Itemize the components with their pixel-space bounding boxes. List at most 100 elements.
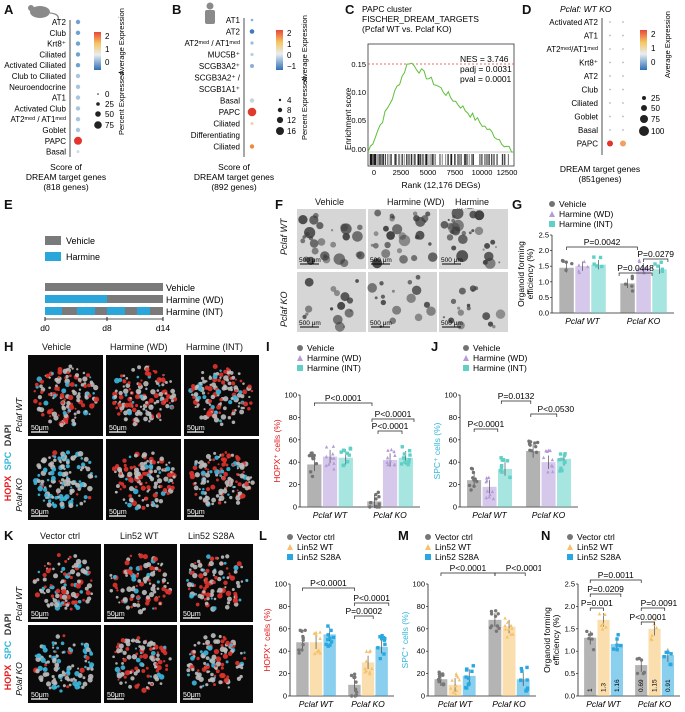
- m-group-label: Pclaf KO: [492, 699, 526, 709]
- m-ytick: 40: [417, 647, 425, 656]
- c-padj: padj = 0.0031: [460, 64, 512, 74]
- i-legend-2: Harmine (INT): [307, 363, 361, 373]
- d-dot: [609, 129, 611, 131]
- m-group-label: Pclaf WT: [438, 699, 473, 709]
- m-pvalue: P<0.0001: [506, 563, 541, 573]
- a-dot: [75, 41, 81, 46]
- d-row-label: AT2: [584, 72, 599, 81]
- b-row-label: Differentiating: [191, 131, 240, 140]
- d-row-label: Krt8⁺: [579, 59, 598, 68]
- svg-text:HOPX SPC DAPI: HOPX SPC DAPI: [3, 425, 13, 502]
- g-ytick: 2.5: [539, 231, 549, 240]
- m-ytick: 100: [412, 580, 425, 589]
- d-color-scale: [640, 30, 647, 70]
- h-scale-bar: 50μm: [31, 425, 49, 432]
- h-row-wt: Pclaf WT: [14, 397, 24, 432]
- j-bar: [526, 451, 541, 507]
- h-scale-bar: 50μm: [187, 509, 205, 516]
- a-row-label: Neuroendocrine: [9, 83, 66, 92]
- a-expr-tick-1: 1: [105, 45, 110, 54]
- c-xtick-10000: 10000: [472, 168, 493, 177]
- n-ytick: 0.5: [565, 669, 575, 678]
- k-col-vector: Vector ctrl: [40, 531, 81, 541]
- g-bar: [575, 266, 590, 313]
- b-pct-12: 12: [287, 116, 296, 125]
- g-ytick: 1.0: [539, 277, 549, 286]
- e-row-vehicle: Vehicle: [166, 283, 195, 293]
- a-dot: [75, 84, 81, 90]
- e-legend-harmine-swatch: [45, 252, 61, 261]
- d-dot: [622, 48, 624, 50]
- h-col-int: Harmine (INT): [186, 342, 244, 352]
- a-dot: [75, 73, 81, 79]
- n-bar-label: 1.3: [601, 683, 608, 692]
- l-legend-1: Lin52 WT: [297, 542, 333, 552]
- a-pct-0: 0: [105, 90, 110, 99]
- b-dot: [250, 64, 254, 68]
- a-xlabel-2: DREAM target genes: [26, 172, 106, 182]
- d-dot: [622, 102, 624, 104]
- k-scale-bar: 50μm: [183, 692, 201, 699]
- d-row-label: Club: [582, 86, 599, 95]
- b-row-label: Ciliated: [213, 143, 240, 152]
- c-enrichment-curve: [367, 62, 514, 153]
- k-col-lin52wt: Lin52 WT: [120, 531, 159, 541]
- d-row-label: Goblet: [574, 113, 598, 122]
- n-bar-label: 1: [587, 688, 594, 692]
- c-xtick-0: 0: [372, 168, 376, 177]
- k-if-image: [28, 625, 101, 703]
- h-col-wd: Harmine (WD): [110, 342, 168, 352]
- d-dot: [622, 129, 624, 131]
- l-bar: [309, 642, 323, 696]
- b-xlabel-1: Score of: [218, 162, 250, 172]
- l-ytick: 100: [274, 580, 287, 589]
- n-ytick: 2.0: [565, 602, 575, 611]
- panel-f-images: Vehicle Harmine (WD) Harmine (INT) Pclaf…: [275, 195, 510, 335]
- n-ylabel-2: efficiency (%): [551, 614, 561, 665]
- b-dot: [250, 41, 254, 45]
- f-scale-bar: 500 μm: [370, 320, 392, 327]
- n-ylabel-1: Organoid forming: [542, 607, 552, 673]
- b-pct-4: 4: [287, 96, 292, 105]
- g-pvalue: P=0.0448: [617, 263, 654, 273]
- k-scale-bar: 50μm: [31, 611, 49, 618]
- m-ytick: 0: [421, 692, 425, 701]
- l-bar: [375, 646, 388, 696]
- g-bar: [636, 267, 651, 313]
- a-dot: [74, 136, 82, 145]
- panel-c-gsea: PAPC cluster FISCHER_DREAM_TARGETS (Pcfa…: [344, 4, 517, 190]
- d-dot: [609, 115, 611, 118]
- d-row-label: Ciliated: [571, 99, 598, 108]
- i-pvalue: P<0.0001: [372, 421, 409, 431]
- i-bar: [338, 457, 353, 507]
- d-dot: [622, 21, 624, 23]
- j-group-label: Pclaf KO: [532, 510, 566, 520]
- d-dot: [609, 61, 611, 64]
- i-group-label: Pclaf KO: [373, 510, 407, 520]
- panel-d-dotplot: Pclaf: WT KO Activated AT2 AT1 AT2ᵐᵉᵈ/AT1ᵐ…: [546, 4, 672, 184]
- a-row-label: Goblet: [42, 126, 66, 135]
- g-ytick: 2.0: [539, 246, 549, 255]
- i-pvalue: P<0.0001: [375, 409, 412, 419]
- g-bar: [559, 267, 574, 313]
- d-dot: [622, 34, 624, 37]
- d-row-label: Basal: [578, 126, 598, 135]
- g-ytick: 0.5: [539, 293, 549, 302]
- a-row-label: PAPC: [45, 137, 66, 146]
- f-row-ko: Pclaf KO: [279, 291, 289, 327]
- e-legend-vehicle-swatch: [45, 236, 61, 245]
- b-xlabel-3: (892 genes): [211, 182, 257, 192]
- d-expr-tick-0: 0: [651, 58, 656, 67]
- panel-a-dotplot: AT2 Club Krt8⁺Ciliated Activated Ciliated Cl…: [4, 5, 126, 192]
- d-dot: [609, 21, 611, 23]
- k-stain-spc: SPC: [3, 640, 13, 659]
- i-legend-0: Vehicle: [307, 343, 335, 353]
- d-row-label: PAPC: [577, 140, 598, 149]
- a-dot: [75, 62, 81, 68]
- a-pct-50: 50: [105, 110, 114, 119]
- c-xtick-2500: 2500: [393, 168, 410, 177]
- j-ytick: 0: [453, 503, 457, 512]
- panel-e-schedule: Vehicle Harmine Vehicle Harmine (WD) Har…: [40, 236, 224, 333]
- e-tick-d8: d8: [102, 323, 112, 333]
